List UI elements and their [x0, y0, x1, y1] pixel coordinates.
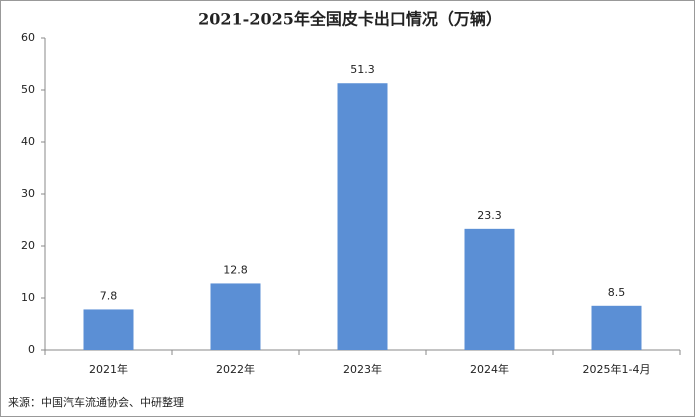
value-label: 23.3: [477, 209, 502, 222]
y-tick-label: 20: [21, 239, 35, 252]
bar: [337, 83, 388, 351]
y-tick-label: 50: [21, 83, 35, 96]
x-tick-label: 2025年1-4月: [583, 362, 651, 376]
value-label: 7.8: [100, 289, 118, 302]
x-tick-label: 2023年: [343, 362, 382, 376]
value-label: 51.3: [350, 63, 375, 76]
y-tick-label: 10: [21, 291, 35, 304]
y-tick-label: 40: [21, 135, 35, 148]
bar: [210, 283, 261, 350]
bar: [591, 305, 642, 350]
chart-title: 2021-2025年全国皮卡出口情况（万辆）: [198, 10, 502, 29]
bar: [464, 228, 515, 350]
bar: [83, 309, 134, 350]
x-tick-label: 2022年: [216, 362, 255, 376]
y-tick-label: 0: [28, 343, 35, 356]
x-tick-label: 2024年: [470, 362, 509, 376]
value-label: 8.5: [608, 286, 626, 299]
x-tick-label: 2021年: [89, 362, 128, 376]
source-note: 来源：中国汽车流通协会、中研整理: [8, 395, 184, 409]
y-tick-label: 60: [21, 31, 35, 44]
y-tick-label: 30: [21, 187, 35, 200]
value-label: 12.8: [223, 263, 248, 276]
